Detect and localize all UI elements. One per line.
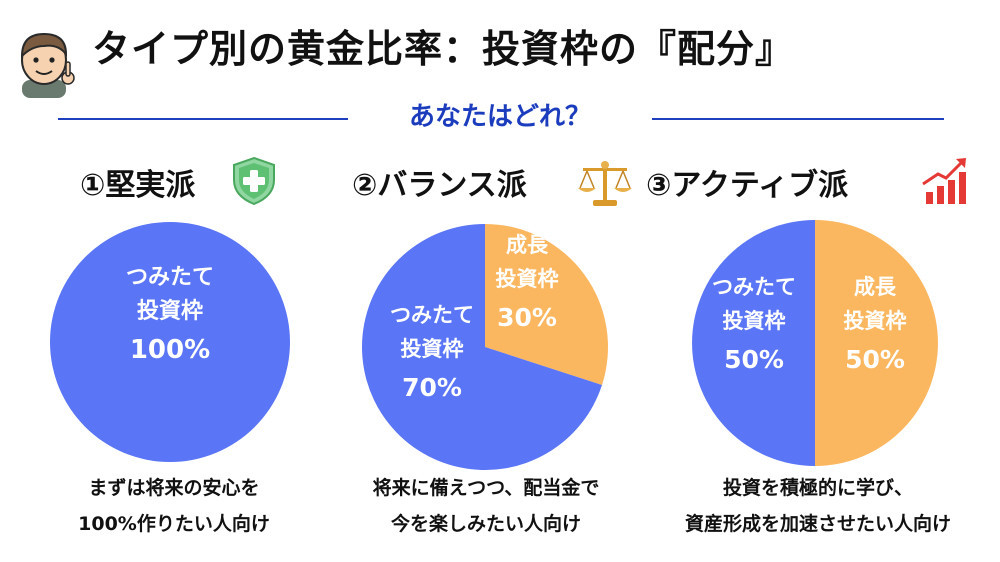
pie-slice-0: [485, 224, 608, 386]
pie-slice-label: 投資枠: [401, 337, 464, 361]
description-steady: まずは将来の安心を 100%作りたい人向け: [14, 470, 334, 542]
person-avatar-icon: [20, 32, 75, 98]
pie-slice-label: つみたて: [126, 265, 214, 290]
subtitle: あなたはどれ？: [408, 102, 591, 132]
description-line: 100%作りたい人向け: [78, 513, 270, 535]
pie-slice-label: 投資枠: [844, 309, 907, 333]
pie-value-label: 100%: [130, 335, 210, 365]
description-line: 資産形成を加速させたい人向け: [684, 513, 951, 535]
column-heading-balance: ②バランス派: [352, 168, 527, 203]
pie-slice-label: 投資枠: [496, 267, 559, 291]
pie-slice-label: 成長: [854, 275, 897, 299]
pie-value-label: 70%: [402, 373, 462, 402]
description-active: 投資を積極的に学び、 資産形成を加速させたい人向け: [658, 470, 978, 542]
description-line: まずは将来の安心を: [88, 477, 260, 499]
pie-slice-label: つみたて: [390, 303, 474, 327]
balance-scale-icon: [578, 161, 632, 206]
pie-value-label: 30%: [497, 303, 557, 332]
pie-slice-1: [362, 224, 602, 470]
shield-plus-icon: [233, 156, 275, 206]
pie-slice-label: 成長: [506, 233, 549, 257]
column-heading-steady: ①堅実派: [80, 168, 196, 203]
growth-chart-icon: [922, 158, 966, 204]
pie-slice-0: [815, 220, 938, 466]
pie-value-label: 50%: [845, 345, 905, 374]
pie-value-label: 50%: [724, 345, 784, 374]
description-line: 将来に備えつつ、配当金で: [372, 477, 600, 499]
subtitle-right-divider: [652, 118, 944, 120]
pie-slice-label: 投資枠: [723, 309, 786, 333]
pie-slice-1: [692, 220, 815, 466]
page-title: タイプ別の黄金比率：投資枠の『配分』: [92, 27, 795, 71]
pie-slice-label: 投資枠: [137, 298, 203, 324]
description-line: 投資を積極的に学び、: [722, 477, 913, 499]
pie-slice-0: [50, 222, 290, 462]
description-balance: 将来に備えつつ、配当金で 今を楽しみたい人向け: [326, 470, 646, 542]
pie-slice-label: つみたて: [712, 275, 796, 299]
description-line: 今を楽しみたい人向け: [390, 513, 581, 535]
subtitle-row: あなたはどれ？: [0, 96, 1000, 140]
column-heading-active: ③アクティブ派: [646, 168, 849, 203]
subtitle-left-divider: [58, 118, 348, 120]
